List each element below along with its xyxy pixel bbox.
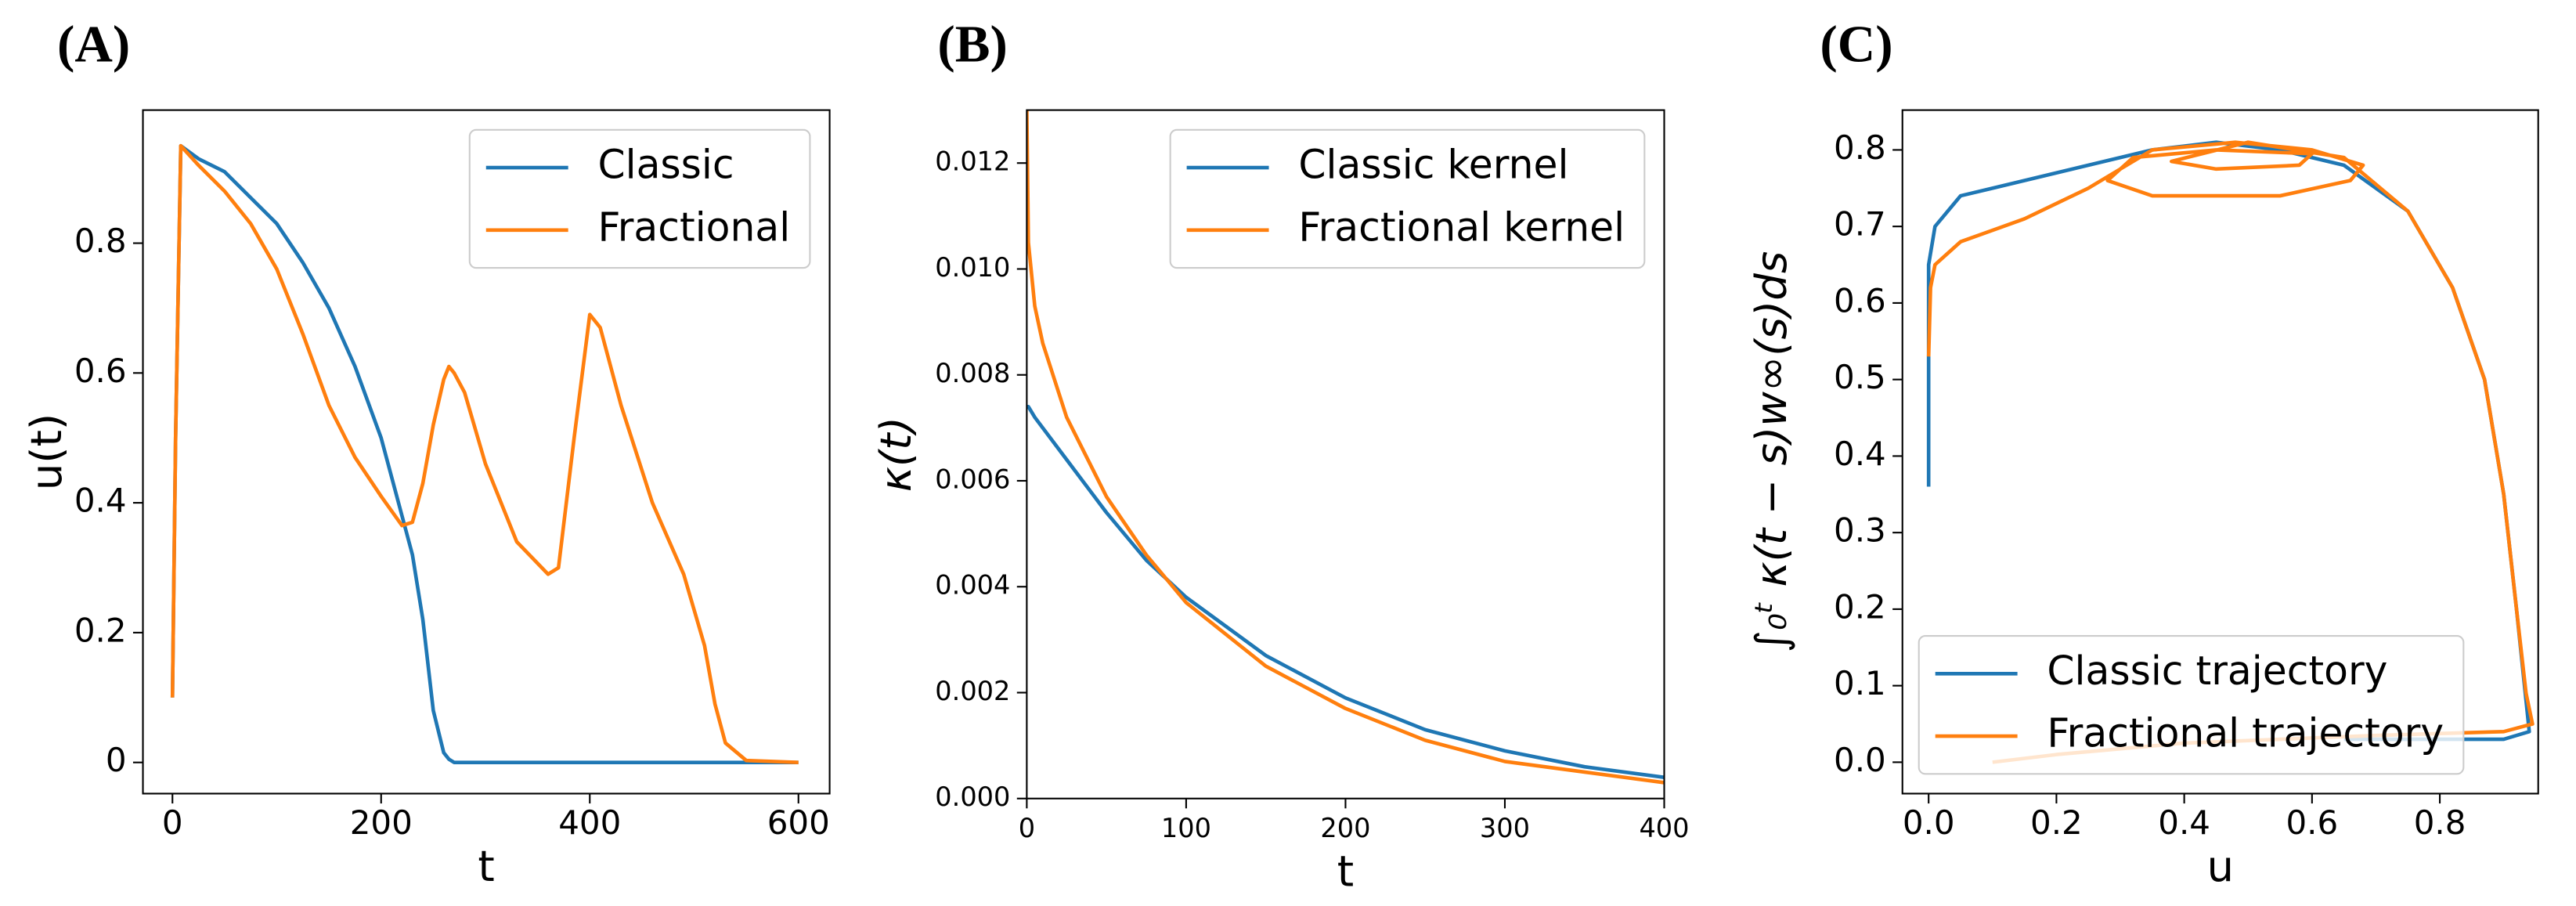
x-tick-label: 400 [558,803,621,842]
plot-frame [142,109,831,795]
plot-frame [1026,109,1665,800]
legend-box [468,128,811,269]
data-line [1926,140,2535,764]
y-tick-label: 0.2 [1834,587,1886,626]
x-tick-label: 0.4 [2158,803,2210,842]
y-tick-label: 0.004 [935,570,1010,601]
legend-label: Fractional trajectory [2047,710,2444,756]
x-tick-label: 400 [1639,813,1689,843]
x-tick-label: 200 [1320,813,1370,843]
y-axis-label: u(t) [21,413,71,491]
y-tick-label: 0.012 [935,146,1010,177]
y-tick-label: 0.8 [74,222,127,260]
legend-label: Fractional kernel [1298,204,1625,250]
y-tick-label: 0.006 [935,464,1010,494]
y-tick-label: 0.4 [1834,435,1886,473]
y-tick-label: 0.000 [935,781,1010,812]
y-tick-label: 0.3 [1834,511,1886,550]
panel-label: (B) [937,14,1007,73]
data-line [1026,405,1665,779]
y-tick-label: 0.008 [935,358,1010,388]
legend-label: Fractional [597,204,790,250]
x-axis-label: t [478,841,494,891]
y-tick-label: 0.7 [1834,205,1886,244]
y-tick-label: 0.0 [1834,741,1886,779]
x-tick-label: 200 [350,803,413,842]
data-line [1026,110,1665,785]
panel-label: (C) [1820,14,1892,73]
x-tick-label: 0.8 [2414,803,2466,842]
y-tick-label: 0 [106,741,127,779]
legend-box [1169,128,1646,269]
plot-frame [1901,109,2539,795]
x-tick-label: 600 [767,803,830,842]
legend: Classic kernel Fractional kernel [1169,128,1646,269]
data-line [170,143,799,764]
legend: Classic trajectory Fractional trajectory [1918,634,2465,775]
y-tick-label: 0.6 [74,352,127,390]
x-tick-label: 100 [1161,813,1211,843]
y-tick-label: 0.010 [935,252,1010,283]
legend: Classic Fractional [468,128,811,269]
x-tick-label: 0.6 [2286,803,2338,842]
y-tick-label: 0.5 [1834,358,1886,396]
y-tick-label: 0.2 [74,611,127,649]
data-line [170,143,799,764]
legend-label: Classic [597,142,734,188]
y-tick-label: 0.1 [1834,664,1886,702]
legend-label: Classic trajectory [2047,648,2387,694]
legend-label: Classic kernel [1298,142,1568,188]
legend-box [1918,634,2465,775]
x-axis-label: t [1337,846,1354,896]
y-tick-label: 0.4 [74,482,127,520]
y-axis-label: κ(t) [871,417,921,492]
x-tick-label: 0 [1019,813,1035,843]
y-tick-label: 0.002 [935,676,1010,706]
x-tick-label: 0.0 [1903,803,1955,842]
panel-label: (A) [57,14,130,73]
x-tick-label: 0 [162,803,183,842]
y-tick-label: 0.8 [1834,128,1886,167]
x-tick-label: 0.2 [2030,803,2083,842]
y-axis-label: ∫₀ᵗ κ(t − s)w∞(s)ds [1746,251,1796,653]
x-axis-label: u [2206,841,2234,891]
x-tick-label: 300 [1480,813,1530,843]
y-tick-label: 0.6 [1834,281,1886,319]
